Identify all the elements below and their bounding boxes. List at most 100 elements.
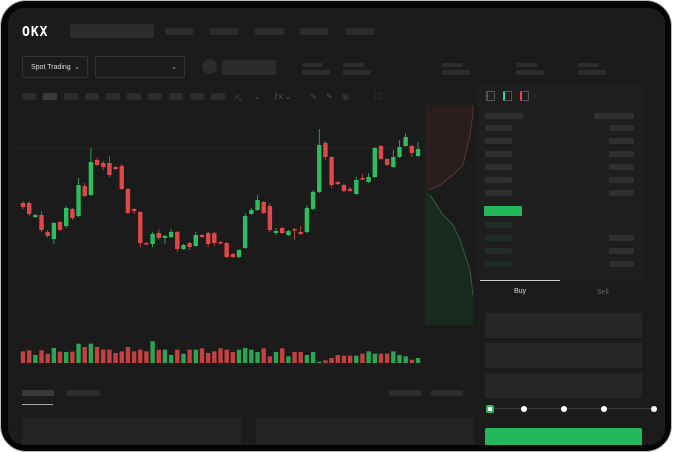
candle-body [335,182,340,184]
stat-label [516,63,537,67]
volume-bar [33,355,38,363]
candle-body [280,228,285,233]
interval-button[interactable] [190,93,204,100]
total-input[interactable] [485,373,642,398]
nav-item[interactable] [255,28,284,35]
candle-body [82,186,87,196]
ask-amount [609,164,634,170]
ask-amount [609,190,634,196]
interval-button[interactable] [64,93,78,100]
interval-button[interactable] [106,93,120,100]
spot-trading-dropdown[interactable]: Spot Trading ⌄ [22,56,88,78]
pencil-icon[interactable]: ✎ [326,92,333,101]
slider-handle[interactable] [486,405,494,413]
candle-body [224,243,229,257]
buy-tab-underline [480,280,560,281]
slider-step-100[interactable] [651,406,657,412]
filter-button[interactable] [431,390,463,396]
candle-body [156,233,161,238]
bid-amount [609,261,634,267]
volume-bar [360,353,365,363]
volume-bar [372,353,377,363]
candle-body [113,167,118,169]
line-tool-icon[interactable]: ∿ [310,92,317,101]
volume-bar [218,348,223,363]
target-icon[interactable]: ◎ [342,92,349,101]
volume-bar [384,353,390,363]
volume-bar [64,352,69,363]
tab-order-history[interactable] [67,390,100,396]
amount-input[interactable] [485,343,642,368]
buy-button[interactable] [485,428,642,445]
book-sell-icon[interactable] [520,91,529,101]
stat-label [343,63,364,67]
ask-amount [609,125,634,131]
header-price [485,113,523,119]
volume-bar [261,348,266,363]
nav-item[interactable] [346,28,374,35]
bid-amount [609,235,634,241]
stat-value [343,70,371,75]
volume-bar [187,349,192,363]
interval-button[interactable] [211,93,225,100]
indicator-icon[interactable]: ⌄ [254,92,261,101]
price-input[interactable] [485,313,642,338]
interval-button[interactable] [85,93,99,100]
candle-body [70,209,75,218]
fx-icon[interactable]: ƒx ⌄ [274,92,292,101]
tab-sell[interactable]: Sell [597,289,609,296]
interval-button[interactable] [22,93,36,100]
volume-bar [409,359,415,363]
slider-step-25[interactable] [521,406,527,412]
volume-bar [125,347,131,363]
slider-step-50[interactable] [561,406,567,412]
candle-body [317,145,322,192]
candle-body [372,148,377,177]
chart-type-icon[interactable]: ⩘⌄ [234,92,243,101]
volume-bar [249,349,254,363]
volume-bar [45,353,50,363]
candle-body [286,231,291,235]
volume-bar [20,351,26,363]
interval-button[interactable] [169,93,183,100]
tab-open-orders[interactable] [22,390,54,396]
reset-icon[interactable]: ◌ [359,92,364,101]
last-price [484,206,522,216]
volume-bar [286,356,291,363]
volume-bar [255,352,260,363]
candle-body [57,222,63,230]
nav-item[interactable] [165,28,193,35]
candle-body [33,215,38,217]
tab-buy[interactable]: Buy [514,288,527,295]
candle-body [150,234,155,244]
book-buy-icon[interactable] [503,91,512,101]
filter-button[interactable] [389,390,421,396]
search-placeholder[interactable] [70,24,154,38]
nav-item[interactable] [300,28,328,35]
volume-bar [280,348,285,363]
okx-logo[interactable]: OKX [22,25,49,40]
candlestick-chart[interactable] [8,8,428,378]
fullscreen-icon[interactable]: ⛶ [375,92,381,101]
volume-bar [156,349,161,363]
pair-dropdown[interactable]: ⌄ [95,56,185,78]
volume-bar [144,351,149,363]
book-both-icon[interactable] [486,91,495,101]
interval-button[interactable] [43,93,57,100]
candle-body [144,243,149,245]
interval-button[interactable] [148,93,162,100]
volume-bar [199,348,205,363]
percent-slider[interactable] [490,408,656,409]
bid-amount [609,248,634,254]
volume-bar [26,350,32,363]
candle-body [39,215,44,230]
nav-item[interactable] [210,28,238,35]
interval-button[interactable] [127,93,141,100]
screen: OKX Spot Trading ⌄ ⌄ ⩘⌄ ⌄ ƒx ⌄ ∿ ✎ ◎ ◌ ⛶ [8,8,665,445]
stat-value [302,70,330,75]
candle-body [20,203,26,207]
chevron-down-icon: ⌄ [171,64,177,71]
candle-body [205,233,211,244]
volume-bar [298,352,303,363]
slider-step-75[interactable] [601,406,607,412]
